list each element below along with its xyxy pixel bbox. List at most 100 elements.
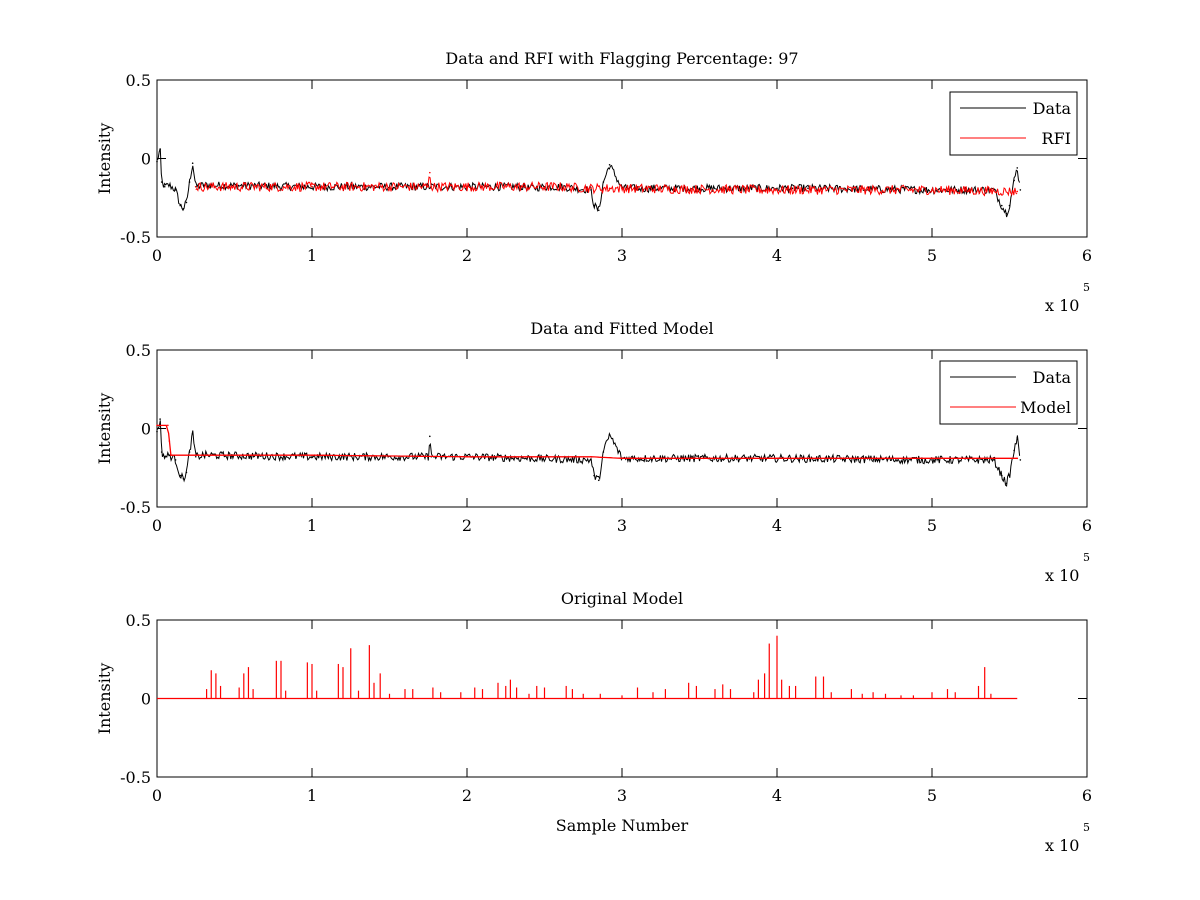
data-point: [807, 187, 809, 190]
data-point: [167, 424, 169, 427]
data-point: [1000, 204, 1003, 207]
data-point: [156, 160, 158, 163]
x-exponent-label: x 10: [1045, 296, 1079, 315]
data-point: [182, 477, 185, 480]
data-point: [590, 459, 592, 461]
data-point: [160, 451, 163, 453]
data-point: [174, 189, 177, 191]
data-point: [194, 185, 197, 188]
chart-title: Original Model: [561, 589, 683, 608]
series-path: [157, 424, 1018, 459]
series-rfi-line: [194, 171, 1019, 197]
data-point: [621, 457, 623, 460]
x-tick-label: 4: [772, 516, 782, 535]
data-point: [1019, 459, 1022, 461]
data-point: [174, 459, 177, 461]
x-tick-label: 3: [617, 786, 627, 805]
data-point: [590, 187, 592, 190]
x-tick-label: 4: [772, 786, 782, 805]
data-point: [590, 455, 592, 458]
data-point: [593, 474, 595, 477]
y-tick-label: -0.5: [120, 768, 151, 787]
x-tick-label: 6: [1082, 246, 1092, 265]
data-point: [597, 479, 600, 482]
y-axis-label: Intensity: [95, 663, 114, 735]
legend-entry: Data: [1033, 99, 1072, 118]
data-point: [590, 189, 592, 191]
data-point: [179, 474, 182, 477]
x-exponent-value: 5: [1083, 281, 1090, 294]
data-point: [466, 455, 468, 458]
data-point: [191, 432, 194, 435]
data-point: [559, 185, 561, 188]
data-point: [608, 187, 611, 190]
y-tick-label: 0.5: [126, 71, 151, 90]
x-exponent-label: x 10: [1045, 566, 1079, 585]
data-point: [168, 440, 171, 442]
y-tick-label: 0.5: [126, 611, 151, 630]
data-point: [159, 148, 161, 150]
x-tick-label: 0: [152, 516, 162, 535]
data-point: [429, 435, 431, 438]
legend: Data Model: [939, 360, 1078, 425]
data-point: [159, 418, 161, 420]
data-point: [185, 471, 188, 474]
x-tick-label: 5: [927, 246, 937, 265]
legend-entry: RFI: [1042, 129, 1071, 148]
data-point: [523, 185, 526, 188]
data-point: [776, 189, 778, 191]
legend-entry: Data: [1033, 368, 1072, 387]
data-point: [1013, 179, 1015, 182]
x-tick-label: 5: [927, 786, 937, 805]
data-point: [931, 457, 933, 460]
data-point: [597, 209, 600, 212]
data-point: [168, 454, 171, 456]
data-point: [608, 433, 611, 436]
axes-box: [156, 79, 1088, 238]
x-tick-label: 5: [927, 516, 937, 535]
data-point: [602, 181, 605, 183]
data-point: [608, 163, 611, 166]
data-point: [593, 204, 595, 207]
data-point: [1000, 474, 1003, 477]
data-point: [194, 455, 197, 458]
data-point: [430, 185, 433, 188]
data-point: [170, 454, 172, 456]
axes-box: [156, 349, 1088, 508]
x-exponent-value: 5: [1083, 821, 1090, 834]
data-point: [185, 201, 188, 204]
chart-panel-3: Original Model Intensity Sample Number 0 1 2 3…: [95, 589, 1092, 855]
data-point: [427, 185, 430, 188]
x-tick-label: 3: [617, 516, 627, 535]
legend-entry: Model: [1020, 398, 1071, 417]
x-tick-label: 1: [307, 786, 317, 805]
data-point: [429, 171, 431, 174]
x-tick-label: 1: [307, 246, 317, 265]
data-point: [1016, 190, 1019, 193]
legend: Data RFI: [949, 91, 1078, 156]
data-point: [179, 204, 182, 207]
data-point: [156, 430, 158, 433]
data-point: [311, 185, 313, 188]
data-point: [1016, 437, 1019, 439]
data-point: [776, 457, 778, 460]
data-point: [168, 184, 171, 186]
data-point: [1019, 189, 1022, 191]
series-path: [195, 176, 1018, 197]
chart-title: Data and RFI with Flagging Percentage: 9…: [445, 49, 798, 68]
y-tick-label: 0: [141, 690, 151, 709]
data-point: [993, 459, 995, 461]
data-point: [1008, 204, 1011, 207]
data-point: [1016, 457, 1019, 460]
y-axis-label: Intensity: [95, 393, 114, 465]
series-model-line: [157, 635, 1018, 700]
data-point: [191, 162, 194, 165]
y-tick-label: -0.5: [120, 498, 151, 517]
data-point: [311, 455, 313, 458]
data-point: [188, 451, 191, 453]
data-point: [602, 451, 605, 453]
data-point: [931, 459, 933, 461]
x-tick-label: 6: [1082, 786, 1092, 805]
x-tick-label: 2: [462, 786, 472, 805]
